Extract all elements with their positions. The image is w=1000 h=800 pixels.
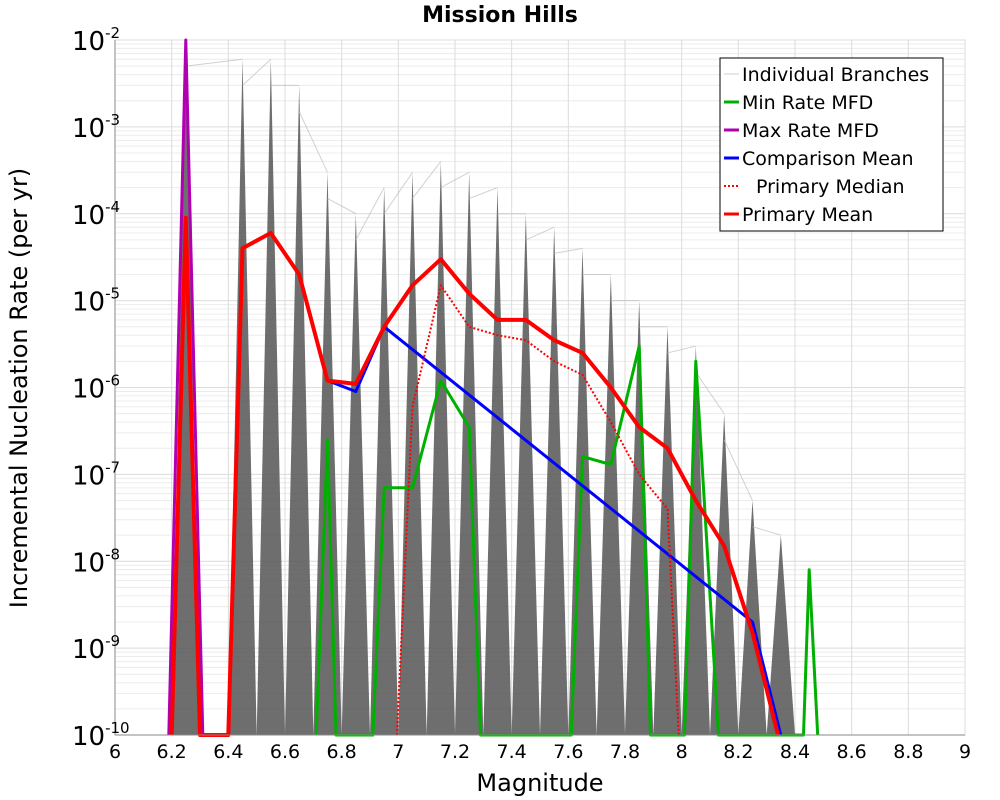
legend-item: Primary Median [724,176,905,198]
legend-item: Comparison Mean [724,148,914,170]
y-tick-label: 10-6 [72,372,120,405]
branch-fan [171,40,200,735]
legend-item: Primary Mean [724,204,873,226]
x-tick-label: 7.6 [553,741,583,763]
x-tick-label: 7 [392,741,404,763]
branch-fan [695,371,739,735]
branch-fan [327,198,370,735]
x-tick-label: 8 [676,741,688,763]
branch-fan [355,187,399,735]
x-tick-label: 6 [109,741,121,763]
branch-fan [185,58,257,735]
y-tick-label: 10-8 [72,545,120,578]
x-tick-label: 6.4 [213,741,243,763]
legend-item: Individual Branches [724,64,929,86]
y-tick-label: 10-7 [72,458,120,491]
branch-fan [468,187,512,735]
branch-fan [412,161,455,735]
branch-fan [723,439,767,735]
x-axis-label: Magnitude [476,769,603,797]
series-line-primary-median [395,284,680,736]
x-tick-label: 6.8 [327,741,357,763]
legend-label: Primary Mean [742,204,873,226]
branch-fan [752,526,795,735]
x-tick-label: 8.6 [837,741,867,763]
series-line-min-rate-mfd [314,344,820,737]
branch-fan [383,172,427,735]
y-tick-label: 10-4 [72,198,120,231]
legend-item: Min Rate MFD [724,92,873,114]
y-tick-label: 10-10 [72,719,130,752]
branch-fan [270,84,314,735]
legend-box [719,57,944,232]
x-tick-label: 7.2 [440,741,470,763]
x-tick-label: 8.2 [723,741,753,763]
x-tick-labels: 6 6.2 6.4 6.6 6.8 7 7.2 7.4 7.6 7.8 8 8.2 8.4 8.6 8.8 9 [109,741,971,763]
legend-item: Max Rate MFD [724,120,879,142]
branch-fan [525,226,569,736]
axes [114,40,965,736]
chart-title: Mission Hills [422,3,578,28]
legend: Individual Branches Min Rate MFD Max Rate … [719,57,944,232]
series-line-max-rate-mfd [167,38,205,736]
branch-fan [497,213,540,735]
branch-fan [242,58,285,735]
y-tick-label: 10-3 [72,111,120,144]
x-tick-label: 7.4 [497,741,527,763]
y-tick-label: 10-9 [72,632,120,665]
x-tick-label: 7.8 [610,741,640,763]
x-tick-label: 8.8 [893,741,923,763]
series-lines [167,38,820,737]
legend-label: Individual Branches [742,64,929,86]
x-tick-label: 8.4 [780,741,810,763]
x-tick-label: 6.6 [270,741,300,763]
y-tick-label: 10-5 [72,285,120,318]
y-axis-label: Incremental Nucleation Rate (per yr) [5,168,33,608]
branch-fan [582,273,625,735]
legend-label: Primary Median [756,176,905,198]
legend-label: Min Rate MFD [742,92,873,114]
legend-label: Comparison Mean [742,148,914,170]
y-tick-labels: 10-2 10-3 10-4 10-5 10-6 10-7 10-8 10-9 10-10 [72,24,130,752]
y-tick-label: 10-2 [72,24,120,57]
legend-label: Max Rate MFD [742,120,879,142]
x-tick-label: 9 [959,741,971,763]
series-line-primary-mean [169,215,780,737]
x-tick-label: 6.2 [157,741,187,763]
